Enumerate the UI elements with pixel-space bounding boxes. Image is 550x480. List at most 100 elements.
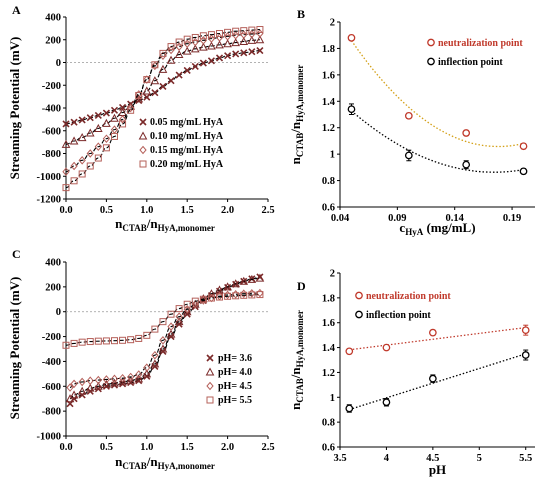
data-point [78, 391, 86, 399]
data-point [404, 111, 413, 120]
x-tick-label: 4.5 [426, 453, 439, 464]
data-point [191, 33, 199, 41]
data-point [118, 377, 127, 386]
y-tick-label: 400 [45, 13, 61, 24]
data-point [175, 71, 183, 79]
panel-label: B [297, 7, 305, 21]
data-point [224, 292, 232, 300]
legend-entry: 0.15 mg/mL HyA [150, 145, 224, 156]
data-point [166, 55, 176, 64]
x-tick-label: 0.19 [503, 213, 521, 224]
data-point [143, 331, 151, 339]
x-tick-label: 0.04 [331, 213, 350, 224]
data-point [151, 350, 159, 360]
x-tick-label: 0.0 [59, 442, 72, 453]
data-point [70, 177, 78, 185]
data-point [191, 299, 199, 309]
y-axis-title: Streaming Potential (mV) [7, 37, 22, 180]
data-point [175, 38, 183, 46]
data-point [240, 277, 248, 285]
data-point [70, 118, 78, 126]
fit-line [69, 277, 260, 400]
data-point [223, 282, 232, 291]
data-point [151, 89, 159, 97]
data-point [256, 46, 264, 55]
data-point [94, 154, 102, 162]
data-point [62, 120, 70, 128]
data-point [78, 170, 86, 178]
data-point [232, 292, 240, 300]
data-point [77, 133, 87, 142]
data-point [119, 120, 127, 128]
data-point [110, 106, 119, 114]
data-point [190, 44, 200, 53]
data-point [175, 312, 183, 321]
data-point [94, 337, 102, 345]
data-point [159, 49, 167, 57]
data-point [183, 300, 191, 308]
data-point [382, 398, 391, 407]
data-point [159, 82, 167, 90]
panel-a: -1200 -1000 -800 -600 -400 -200 0 200 400 0.0 0.5 1… [7, 3, 275, 233]
data-point [118, 103, 127, 111]
data-point [175, 305, 183, 313]
data-point [239, 276, 249, 285]
data-point [102, 379, 111, 388]
data-point [429, 328, 437, 337]
data-point [110, 132, 118, 140]
data-point [207, 294, 215, 302]
data-point [216, 293, 224, 301]
legend-entry: 0.05 mg/mL HyA [150, 117, 224, 128]
data-point [77, 386, 87, 395]
data-point [134, 374, 144, 383]
data-point [183, 66, 191, 75]
data-point [86, 338, 94, 346]
data-point [215, 54, 224, 62]
y-tick-label: 2 [330, 18, 335, 29]
data-point [167, 322, 175, 331]
x-tick-label: 2.0 [221, 205, 234, 216]
data-point [135, 370, 143, 379]
data-point [118, 373, 127, 383]
data-point [224, 28, 232, 36]
y-tick-label: -200 [42, 81, 61, 92]
y-tick-label: 1.8 [322, 44, 335, 55]
legend-marker [355, 310, 363, 319]
data-point [347, 34, 356, 42]
legend-marker [138, 131, 148, 140]
y-tick-label: -400 [42, 357, 61, 368]
x-tick-label: 2.5 [261, 205, 274, 216]
x-axis-title: cHyA (mg/mL) [399, 220, 475, 237]
legend-entry: neutralization point [366, 291, 451, 302]
data-point [158, 64, 168, 73]
data-point [118, 115, 127, 124]
legend-entry: 0.20 mg/mL HyA [150, 159, 224, 170]
data-point [167, 77, 175, 85]
data-point [519, 167, 528, 176]
x-axis-title: nCTAB/nHyA,monomer [115, 454, 215, 471]
y-tick-label: 1.6 [322, 318, 335, 329]
y-tick-label: 1.2 [322, 123, 335, 134]
data-point [382, 343, 391, 352]
legend-marker [427, 38, 435, 47]
y-tick-label: 1.2 [322, 368, 335, 379]
y-tick-label: 1.6 [322, 70, 335, 81]
legend-entry: pH= 3.6 [218, 353, 252, 364]
data-point [191, 62, 199, 71]
data-point [240, 27, 248, 35]
data-point [207, 57, 216, 65]
data-point [199, 59, 207, 67]
y-tick-label: 1 [330, 150, 335, 161]
data-point [62, 184, 70, 192]
data-point [248, 48, 256, 56]
y-tick-label: 400 [45, 258, 61, 269]
y-tick-label: -200 [42, 332, 61, 343]
legend-entry: inflection point [438, 57, 503, 68]
data-point [86, 376, 94, 385]
legend-entry: inflection point [366, 310, 431, 321]
data-point [66, 383, 74, 392]
legend-marker [205, 367, 215, 376]
y-tick-label: -400 [42, 104, 61, 115]
data-point [215, 40, 224, 49]
panel-c: -1000 -800 -600 -400 -200 0 200 400 0.0 0.5 1.0 1.5… [7, 247, 275, 471]
